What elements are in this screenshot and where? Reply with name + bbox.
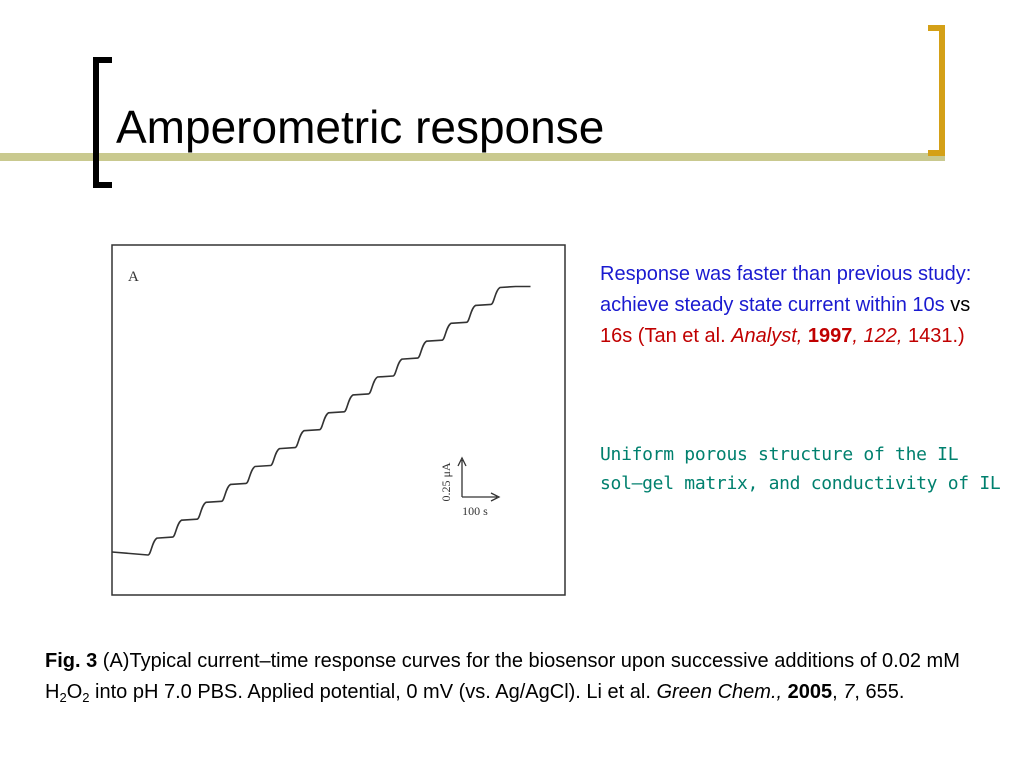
- right-bracket: [928, 25, 945, 156]
- caption-text: into pH 7.0 PBS. Applied potential, 0 mV…: [89, 681, 657, 703]
- caption-text: ,: [832, 681, 844, 703]
- caption-year: 2005: [787, 681, 833, 703]
- caption-text: , 655.: [854, 681, 905, 703]
- note-year: 1997: [807, 325, 853, 347]
- caption-text: (A)Typical current–time response curves …: [45, 650, 960, 703]
- rule-line: [0, 153, 945, 161]
- caption-volume: 7: [843, 681, 855, 703]
- note-text: 16s: [600, 325, 633, 347]
- figure: A 0.25 μA 100 s: [111, 244, 566, 596]
- caption-text: O: [66, 681, 83, 703]
- caption-journal: Green Chem.,: [656, 681, 783, 703]
- figure-frame: [111, 244, 566, 596]
- left-bracket: [93, 57, 112, 188]
- caption-sub: 2: [59, 690, 67, 705]
- slide-title: Amperometric response: [116, 101, 605, 153]
- scale-time-label: 100 s: [462, 504, 488, 518]
- response-curve: [111, 285, 531, 556]
- note-volume: , 122,: [852, 325, 903, 347]
- note-journal: Analyst,: [731, 325, 803, 347]
- note-text: (Tan et al.: [632, 325, 732, 347]
- panel-label: A: [128, 269, 139, 285]
- caption-sub: 2: [82, 690, 90, 705]
- note-text: Response was faster than previous study:…: [600, 263, 972, 316]
- note-text: vs: [944, 294, 971, 316]
- scale-current-label: 0.25 μA: [439, 462, 453, 501]
- note: Uniform porous structure of the IL sol–g…: [600, 444, 1001, 494]
- scale-bar: [457, 456, 501, 502]
- note-text: 1431.): [902, 325, 965, 347]
- caption-label: Fig. 3: [45, 650, 98, 672]
- caption: Fig. 3 (A)Typical current–time response …: [45, 646, 995, 708]
- note: Response was faster than previous study:…: [600, 259, 1000, 352]
